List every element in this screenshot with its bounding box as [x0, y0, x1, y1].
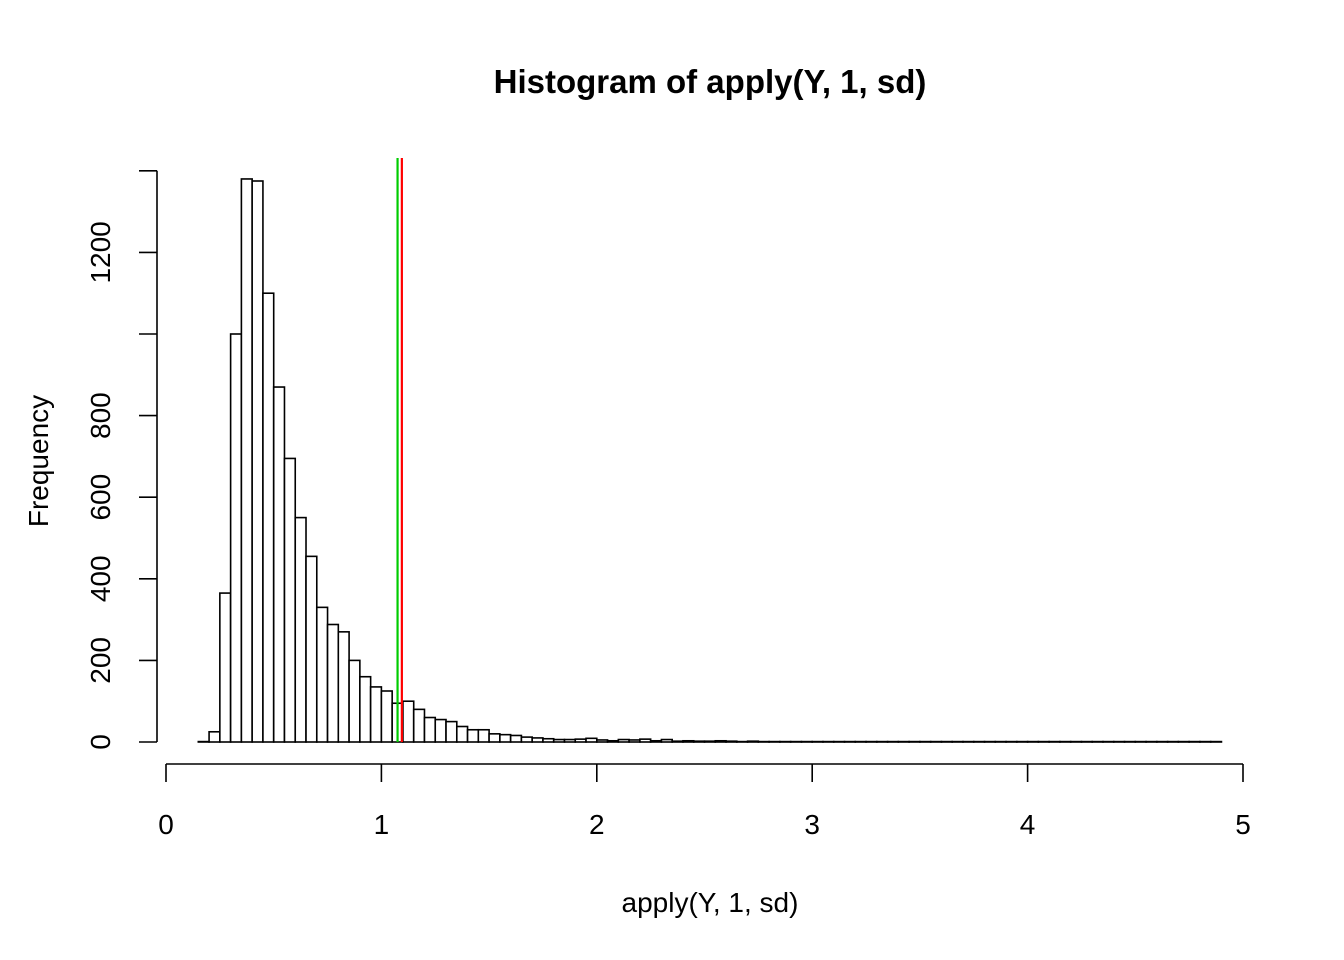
histogram-bar — [423, 716, 437, 743]
x-tick-label: 0 — [158, 809, 174, 840]
reference-lines — [396, 158, 403, 742]
y-tick-label: 600 — [85, 474, 116, 521]
histogram-bar — [434, 718, 447, 743]
histogram-bar — [208, 730, 221, 743]
y-axis: 0 200 400 600 800 1200 — [85, 170, 158, 750]
histogram-bar — [499, 733, 512, 743]
x-tick-label: 2 — [589, 809, 605, 840]
histogram-bar — [628, 739, 641, 743]
histogram-bar — [369, 686, 383, 743]
histogram-bar — [348, 659, 361, 743]
histogram-bar — [574, 738, 587, 743]
y-tick-label: 0 — [85, 734, 116, 750]
histogram-bar — [380, 690, 393, 743]
y-tick-label: 200 — [85, 637, 116, 684]
histogram-bar — [359, 675, 372, 743]
x-tick-label: 1 — [374, 809, 390, 840]
histogram-bar — [240, 178, 253, 743]
histogram-bar — [552, 738, 566, 743]
histogram-bar — [542, 737, 555, 743]
histogram-bar — [315, 606, 329, 743]
histogram-bar — [229, 333, 243, 743]
x-tick-label: 3 — [804, 809, 820, 840]
histogram-bar — [714, 739, 727, 743]
histogram-bar — [692, 740, 706, 743]
histogram-bar — [455, 725, 469, 743]
y-tick-label: 400 — [85, 555, 116, 602]
y-tick-label: 1200 — [85, 221, 116, 283]
histogram-bar — [682, 739, 695, 743]
histogram-bar — [649, 739, 663, 743]
histogram-bar — [445, 720, 458, 743]
histogram-bar — [294, 516, 307, 743]
y-tick-label: 800 — [85, 392, 116, 439]
histogram-bar — [660, 738, 673, 743]
histogram-bar — [671, 740, 684, 743]
histogram-bar — [262, 292, 275, 743]
histogram-bar — [563, 738, 577, 743]
histogram-bar — [520, 736, 533, 743]
histogram-bar — [531, 737, 544, 743]
histogram-bar — [703, 740, 717, 743]
histogram-bar — [585, 737, 598, 743]
histogram-bar — [595, 739, 609, 743]
histogram-bar — [466, 728, 480, 743]
histogram-bar — [509, 734, 523, 743]
histogram-bar — [219, 592, 232, 743]
x-axis: 0 1 2 3 4 5 — [158, 763, 1251, 840]
histogram-bar — [477, 728, 490, 743]
histogram-bar — [283, 457, 297, 743]
histogram-bar — [746, 740, 760, 743]
histogram-bar — [251, 180, 264, 743]
chart-title: Histogram of apply(Y, 1, sd) — [494, 63, 927, 100]
x-axis-label: apply(Y, 1, sd) — [622, 887, 799, 918]
histogram-bar — [402, 700, 415, 743]
histogram-bar — [617, 738, 630, 743]
histogram-bar — [725, 740, 738, 743]
x-tick-label: 4 — [1020, 809, 1036, 840]
histogram-bar — [305, 555, 318, 743]
histogram-bar — [488, 733, 501, 743]
histogram-bar — [412, 708, 426, 743]
y-axis-label: Frequency — [23, 395, 54, 527]
histogram-bars — [197, 178, 1223, 743]
histogram-bar — [639, 738, 652, 743]
histogram-bar — [272, 386, 286, 743]
x-tick-label: 5 — [1235, 809, 1251, 840]
histogram-bar — [337, 631, 350, 743]
histogram-bar — [326, 623, 340, 743]
histogram-bar — [606, 739, 620, 743]
